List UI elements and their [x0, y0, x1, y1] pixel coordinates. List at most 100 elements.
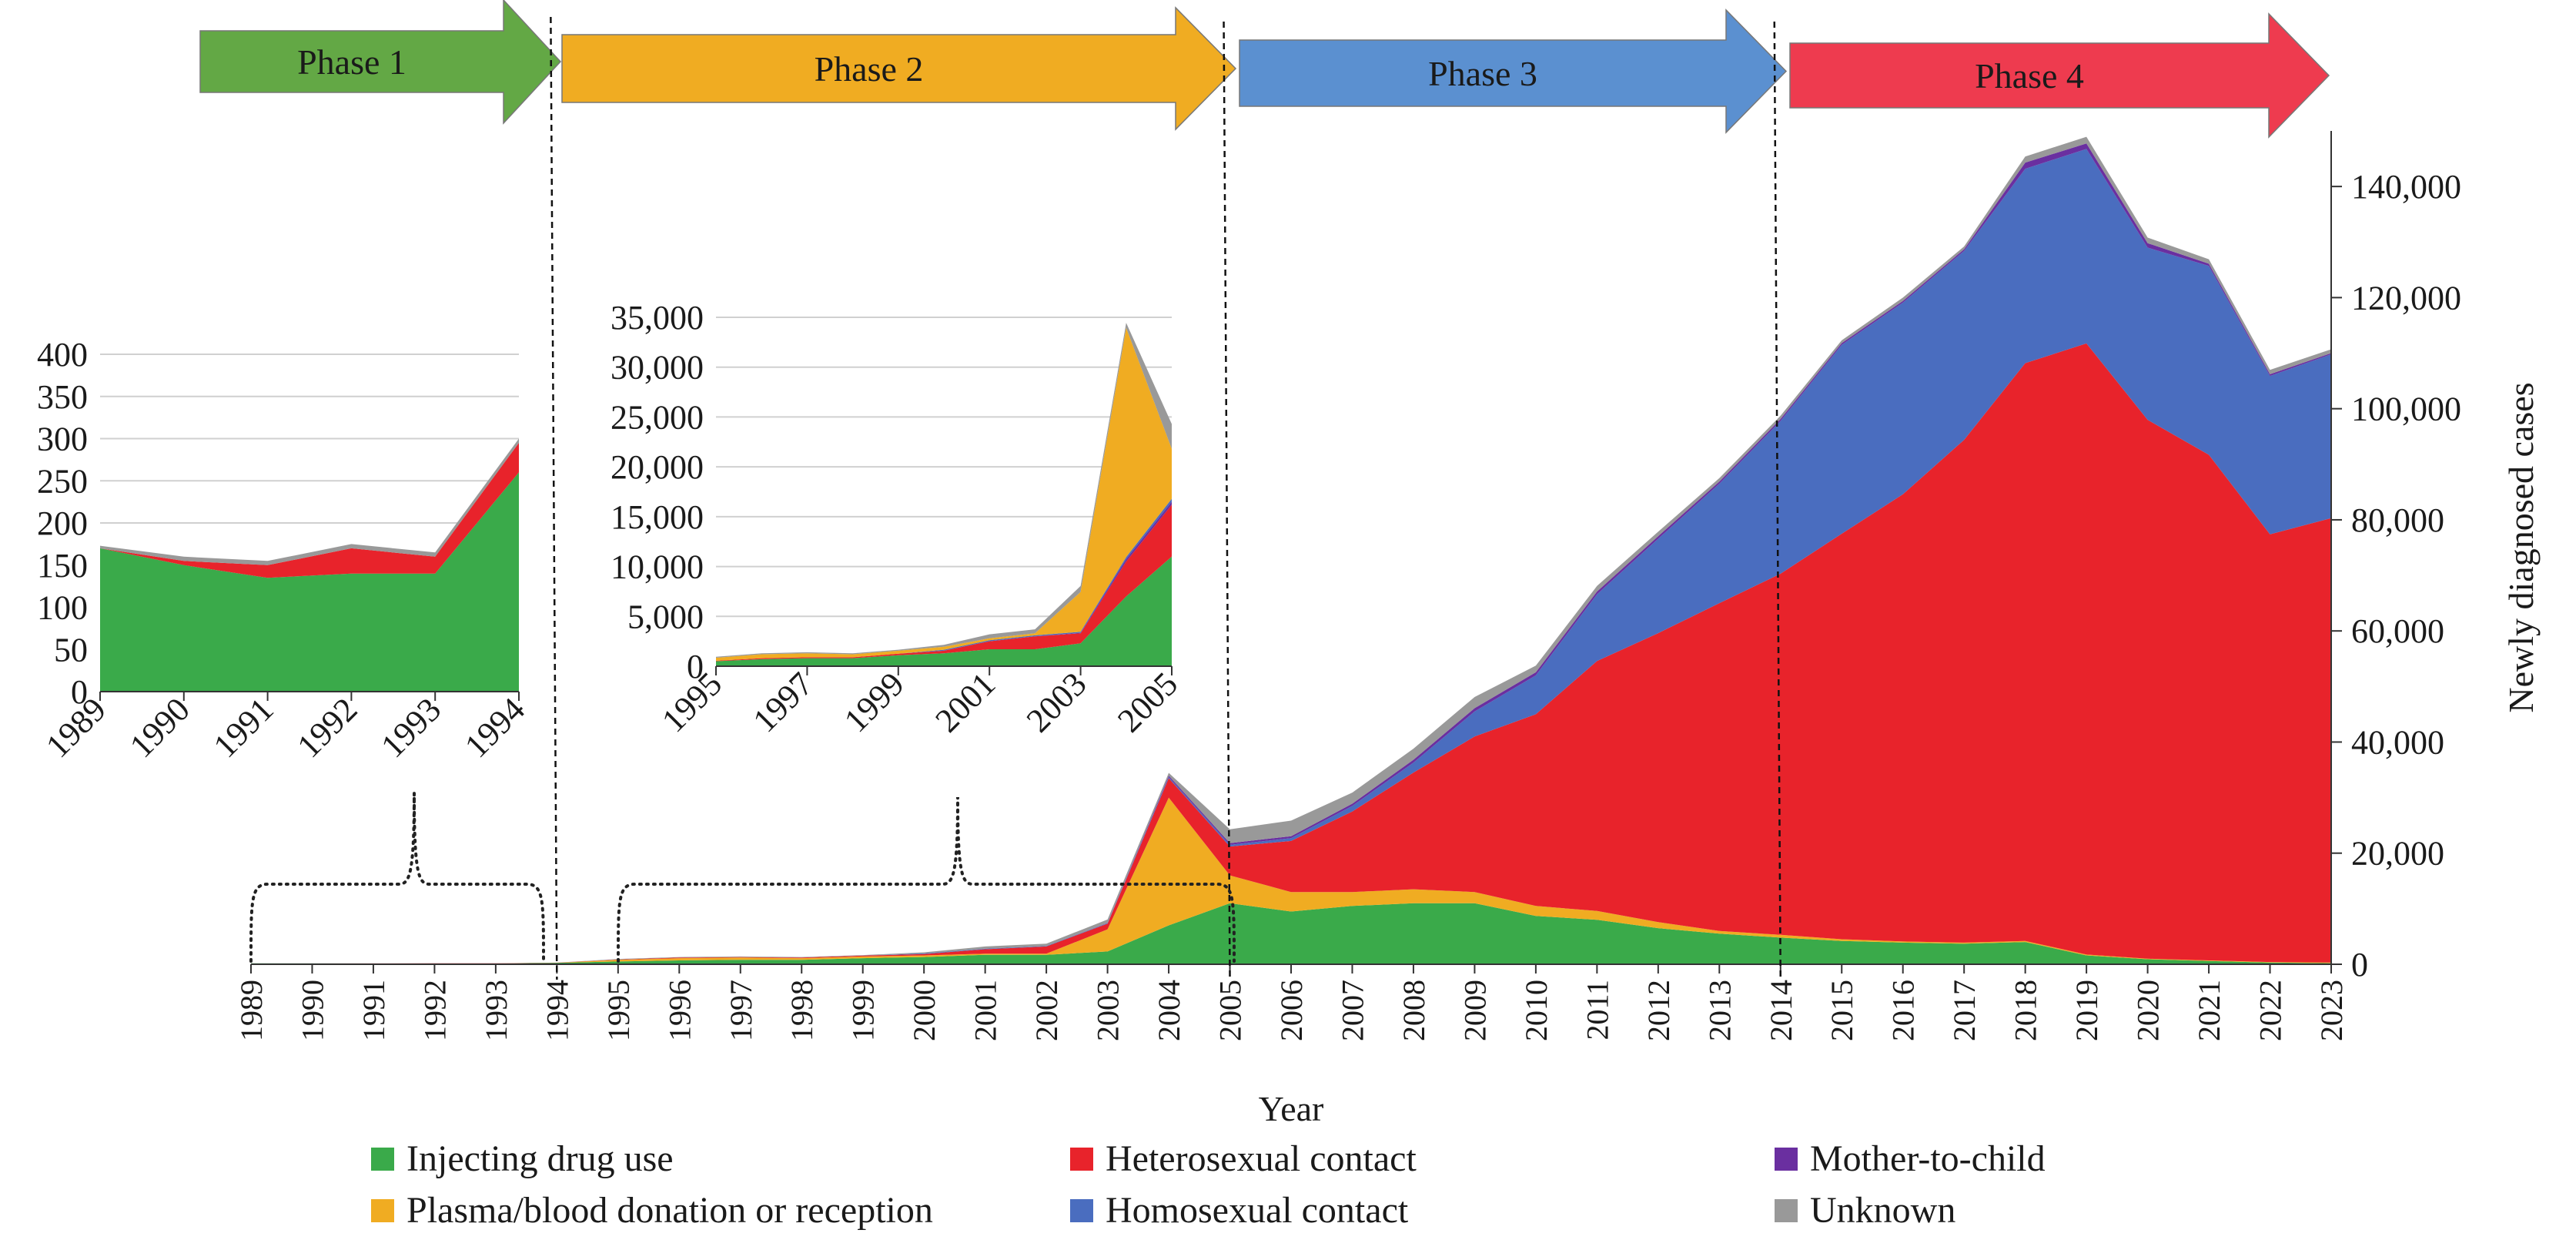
inset-y-tick-label: 50 [54, 631, 88, 669]
x-tick-label: 1989 [234, 980, 269, 1041]
inset-x-tick-label: 1991 [206, 690, 281, 765]
x-tick-label: 1997 [724, 980, 758, 1041]
inset-y-tick-label: 200 [37, 504, 88, 542]
inset-area-injecting-drug-use [100, 472, 519, 692]
inset-x-tick-label: 2005 [1110, 665, 1185, 739]
phase-2-arrow: Phase 2 [561, 6, 1237, 131]
legend: Injecting drug use Heterosexual contact Mo… [371, 1138, 2046, 1231]
inset-x-tick-label: 1989 [38, 690, 113, 765]
x-tick-label: 2001 [969, 980, 1003, 1041]
phase-divider-2 [1223, 21, 1231, 980]
y-tick-label: 60,000 [2351, 612, 2444, 650]
inset-y-tick-label: 250 [37, 462, 88, 500]
phase-label: Phase 2 [815, 49, 924, 89]
inset-y-tick-label: 0 [687, 648, 704, 685]
x-tick-label: 2013 [1702, 980, 1737, 1041]
x-tick-label: 2016 [1886, 980, 1921, 1041]
x-tick-label: 2006 [1274, 980, 1309, 1041]
y-tick-label: 140,000 [2351, 168, 2461, 206]
inset-y-tick-label: 350 [37, 378, 88, 416]
x-tick-label: 2005 [1213, 980, 1248, 1041]
legend-item: Homosexual contact [1070, 1190, 1409, 1231]
x-tick-label: 2023 [2314, 980, 2349, 1041]
inset-y-tick-label: 5,000 [627, 598, 704, 635]
phase-3-arrow: Phase 3 [1239, 8, 1788, 134]
inset-y-tick-label: 25,000 [611, 398, 704, 436]
inset-y-tick-label: 400 [37, 336, 88, 374]
x-tick-label: 1994 [540, 980, 574, 1041]
legend-label: Homosexual contact [1106, 1190, 1409, 1231]
inset-x-tick-label: 2001 [928, 665, 1002, 739]
x-tick-label: 1996 [662, 980, 697, 1041]
phase-4-arrow: Phase 4 [1789, 12, 2330, 139]
inset-y-tick-label: 30,000 [611, 349, 704, 387]
x-tick-label: 2003 [1091, 980, 1126, 1041]
inset-x-tick-label: 1997 [746, 665, 821, 739]
inset-area-unknown [100, 438, 519, 565]
phase-label: Phase 1 [297, 42, 406, 82]
x-tick-label: 2020 [2131, 980, 2166, 1041]
x-tick-label: 2022 [2253, 980, 2288, 1041]
x-axis-title: Year [1259, 1089, 1324, 1128]
legend-label: Unknown [1810, 1190, 1955, 1231]
x-tick-label: 2018 [2009, 980, 2043, 1041]
phase-arrow-shape [1239, 8, 1788, 134]
x-tick-label: 2008 [1397, 980, 1431, 1041]
inset-x-tick-label: 1994 [457, 690, 532, 765]
inset-x-tick-label: 1999 [837, 665, 912, 739]
phase-divider-1 [550, 16, 558, 980]
inset-y-tick-label: 100 [37, 589, 88, 627]
x-tick-label: 1995 [601, 980, 636, 1041]
x-tick-label: 2010 [1519, 980, 1554, 1041]
y-tick-label: 80,000 [2351, 501, 2444, 539]
inset-x-tick-label: 1995 [654, 665, 729, 739]
phase-divider-3 [1773, 21, 1782, 980]
x-tick-label: 2007 [1335, 980, 1370, 1041]
main-chart: 1989 1990 1991 1992 1993 1994 1995 1996 1997 1998… [234, 131, 2541, 1128]
x-tick-label: 2019 [2069, 980, 2104, 1041]
inset-chart-2: 0 5,000 10,000 15,000 20,000 25,000 30,000 35,0… [611, 299, 1185, 739]
area-injecting-drug-use [251, 903, 2331, 964]
inset-chart-1: 0 50 100 150 200 250 300 350 400 1989 1990 1991 1992… [37, 336, 532, 765]
legend-label: Heterosexual contact [1106, 1138, 1417, 1179]
phase-arrow-shape [561, 6, 1237, 131]
x-tick-label: 2009 [1457, 980, 1492, 1041]
legend-label: Mother-to-child [1810, 1138, 2046, 1179]
phase-1-arrow: Phase 1 [199, 0, 562, 125]
phase-label: Phase 4 [1975, 56, 2084, 96]
x-tick-label: 2021 [2192, 980, 2226, 1041]
phase-label: Phase 3 [1428, 54, 1537, 93]
legend-label: Injecting drug use [406, 1138, 674, 1179]
y-tick-label: 100,000 [2351, 390, 2461, 428]
inset-y-tick-label: 150 [37, 547, 88, 585]
legend-item: Heterosexual contact [1070, 1138, 1417, 1179]
legend-item: Injecting drug use [371, 1138, 674, 1179]
legend-swatch [1070, 1199, 1093, 1222]
phase-arrow-shape [1789, 12, 2330, 139]
inset-x-tick-label: 1990 [122, 690, 197, 765]
x-tick-label: 2000 [907, 980, 942, 1041]
y-tick-label: 20,000 [2351, 835, 2444, 873]
x-tick-label: 1999 [846, 980, 881, 1041]
area-homosexual-contact [251, 149, 2331, 963]
inset-y-tick-label: 10,000 [611, 548, 704, 586]
x-tick-label: 1998 [785, 980, 819, 1041]
y-axis-title: Newly diagnosed cases [2501, 382, 2541, 712]
inset-x-tick-label: 1992 [290, 690, 365, 765]
legend-item: Mother-to-child [1775, 1138, 2046, 1179]
x-tick-label: 2014 [1764, 980, 1798, 1041]
y-tick-label: 40,000 [2351, 723, 2444, 761]
x-tick-label: 2004 [1152, 980, 1186, 1041]
inset-x-tick-label: 2003 [1019, 665, 1094, 739]
zoom-brace-phase-2 [617, 796, 1236, 963]
inset-y-tick-label: 20,000 [611, 448, 704, 486]
legend-swatch [371, 1199, 394, 1222]
inset-area-injecting-drug-use [716, 556, 1172, 666]
legend-label: Plasma/blood donation or reception [406, 1190, 933, 1231]
inset-area-plasma-blood-donation-or-reception [716, 327, 1172, 661]
x-tick-label: 2015 [1825, 980, 1859, 1041]
inset-x-tick-label: 1993 [373, 690, 448, 765]
inset-y-tick-label: 15,000 [611, 498, 704, 536]
legend-item: Unknown [1775, 1190, 1955, 1231]
x-tick-label: 2011 [1580, 980, 1614, 1041]
